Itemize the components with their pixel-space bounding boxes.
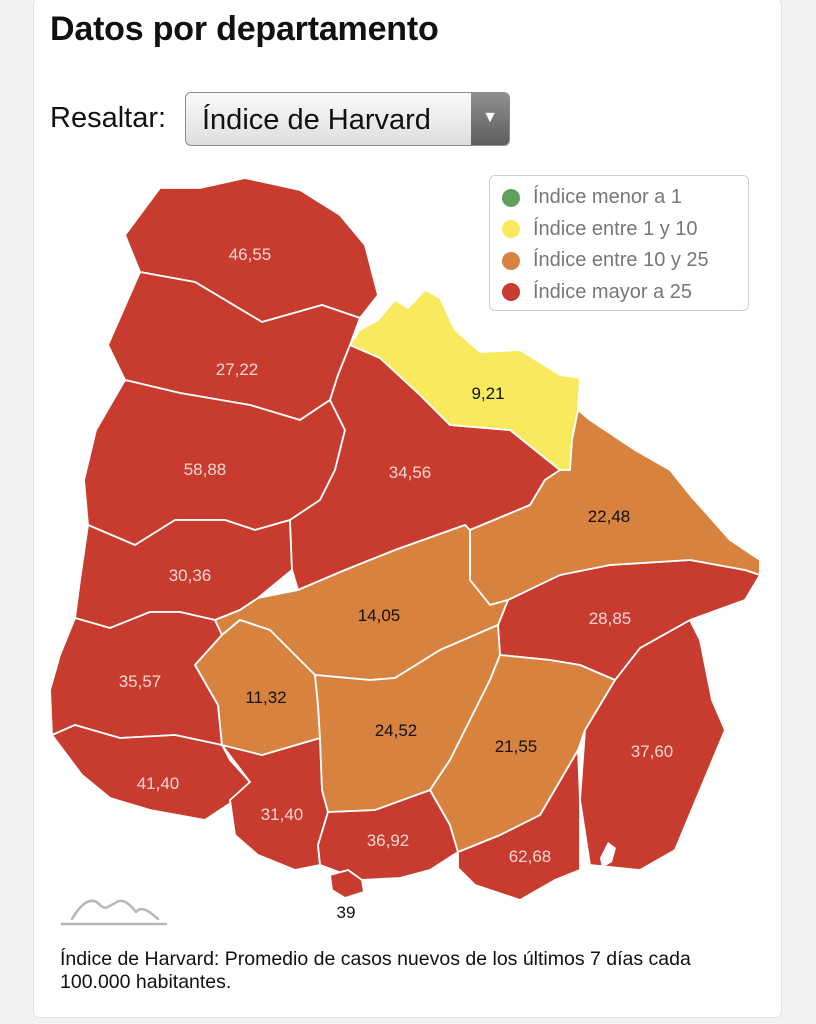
department-value: 62,68 [509, 847, 552, 866]
legend-dot-orange-icon [502, 251, 520, 270]
department-value: 22,48 [588, 507, 631, 526]
department-labels: 46,55 27,22 58,88 30,36 35,57 41,40 31,4… [119, 245, 674, 922]
department-value: 36,92 [367, 831, 410, 850]
department-value: 39 [337, 903, 356, 922]
department-value: 27,22 [216, 360, 259, 379]
legend-item[interactable]: Índice menor a 1 [502, 182, 748, 214]
highlight-select-value: Índice de Harvard [202, 104, 431, 136]
department-region[interactable] [429, 654, 616, 853]
legend-item[interactable]: Índice entre 1 y 10 [502, 214, 748, 246]
legend-dot-red-icon [502, 283, 520, 302]
department-value: 41,40 [137, 774, 180, 793]
legend-label: Índice menor a 1 [533, 186, 682, 209]
map-legend: Índice menor a 1 Índice entre 1 y 10 Índ… [489, 175, 749, 311]
department-value: 24,52 [375, 721, 418, 740]
department-value: 21,55 [495, 737, 538, 756]
department-region[interactable] [329, 869, 365, 899]
department-region[interactable] [221, 737, 329, 871]
department-value: 9,21 [471, 384, 504, 403]
department-value: 35,57 [119, 672, 162, 691]
footnote: Índice de Harvard: Promedio de casos nue… [60, 948, 691, 993]
mountains-logo-icon [60, 899, 168, 926]
highlight-label: Resaltar: [50, 102, 167, 134]
department-value: 28,85 [589, 609, 632, 628]
bay-shape [600, 842, 616, 868]
page-title: Datos por departamento [50, 10, 439, 48]
dropdown-arrow-icon[interactable]: ▼ [471, 93, 509, 145]
department-value: 34,56 [389, 463, 432, 482]
legend-label: Índice entre 10 y 25 [533, 249, 709, 272]
legend-item[interactable]: Índice entre 10 y 25 [502, 245, 748, 277]
department-value: 31,40 [261, 805, 304, 824]
department-value: 11,32 [245, 688, 286, 707]
legend-dot-yellow-icon [502, 220, 520, 239]
department-value: 30,36 [169, 566, 212, 585]
legend-dot-green-icon [502, 188, 520, 207]
highlight-select[interactable]: Índice de Harvard ▼ [185, 92, 510, 146]
legend-label: Índice mayor a 25 [533, 280, 692, 303]
legend-item[interactable]: Índice mayor a 25 [502, 277, 748, 309]
legend-label: Índice entre 1 y 10 [533, 217, 698, 240]
department-value: 37,60 [631, 742, 674, 761]
department-value: 46,55 [229, 245, 272, 264]
department-value: 14,05 [358, 606, 401, 625]
department-value: 58,88 [184, 460, 227, 479]
